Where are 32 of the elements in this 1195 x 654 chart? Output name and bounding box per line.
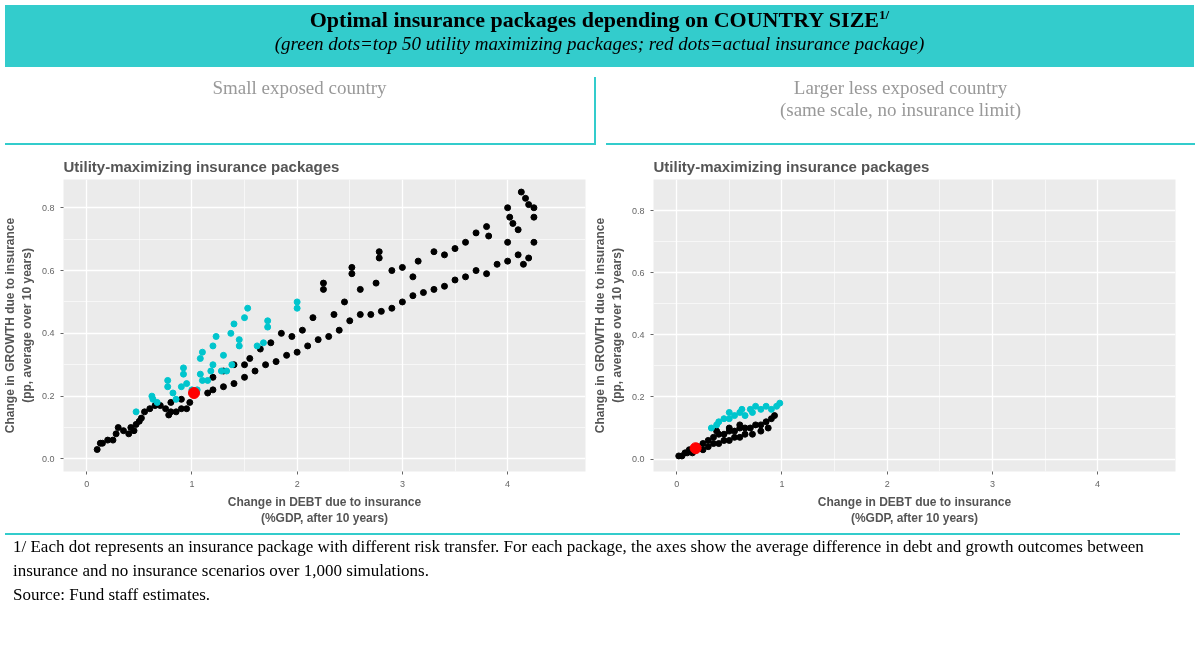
text: (green dots=top 50 utility maximizing packages; red dots=actual insurance package) [274,32,925,55]
x-tick-label: 3 [399,478,405,489]
y-axis-title: Change in GROWTH due to insurance (pp, average over 10 years) [593,217,624,434]
x-tick-label: 0 [84,478,90,489]
y-tick-label: 0.8 [631,205,645,216]
y-tick-label: 0.0 [631,454,645,465]
x-axis-title: Change in DEBT due to insurance (%GDP, after 10 years) [817,494,1012,526]
x-tick-label: 3 [989,478,995,489]
chart-title: Utility-maximizing insurance packages [63,157,340,175]
y-axis-title: Change in GROWTH due to insurance (pp, average over 10 years) [3,217,34,434]
y-tick-label: 0.8 [41,202,55,213]
x-tick-label: 1 [779,478,785,489]
text: Optimal insurance packages depending on COUNTRY SIZE$^{1/}$ [308,7,891,33]
x-tick-label: 4 [1095,478,1101,489]
chart-subtitle: Larger less exposed country (same scale, no insurance limit) [779,77,1022,121]
source-note: Source: Fund staff estimates. [13,583,212,606]
y-tick-label: 0.0 [41,453,55,464]
y-tick-label: 0.6 [41,265,55,276]
y-tick-label: 0.6 [631,267,645,278]
chart-title: Utility-maximizing insurance packages [653,157,930,175]
x-tick-label: 1 [189,478,195,489]
y-tick-label: 0.2 [631,391,645,402]
chart-subtitle: Small exposed country [212,77,387,99]
y-tick-label: 0.2 [41,391,55,402]
x-tick-label: 2 [294,478,300,489]
x-tick-label: 2 [884,478,890,489]
y-tick-label: 0.4 [41,328,55,339]
x-tick-label: 4 [505,478,511,489]
text: 1/ Each dot represents an insurance package with different risk transfer. For each package, the axes show the average difference in debt and growth outcomes between insurance and no insurance scenarios over 1,000 simulations. [13,536,1145,582]
x-tick-label: 0 [674,478,680,489]
x-axis-title: Change in DEBT due to insurance (%GDP, after 10 years) [227,494,422,526]
y-tick-label: 0.4 [631,329,645,340]
